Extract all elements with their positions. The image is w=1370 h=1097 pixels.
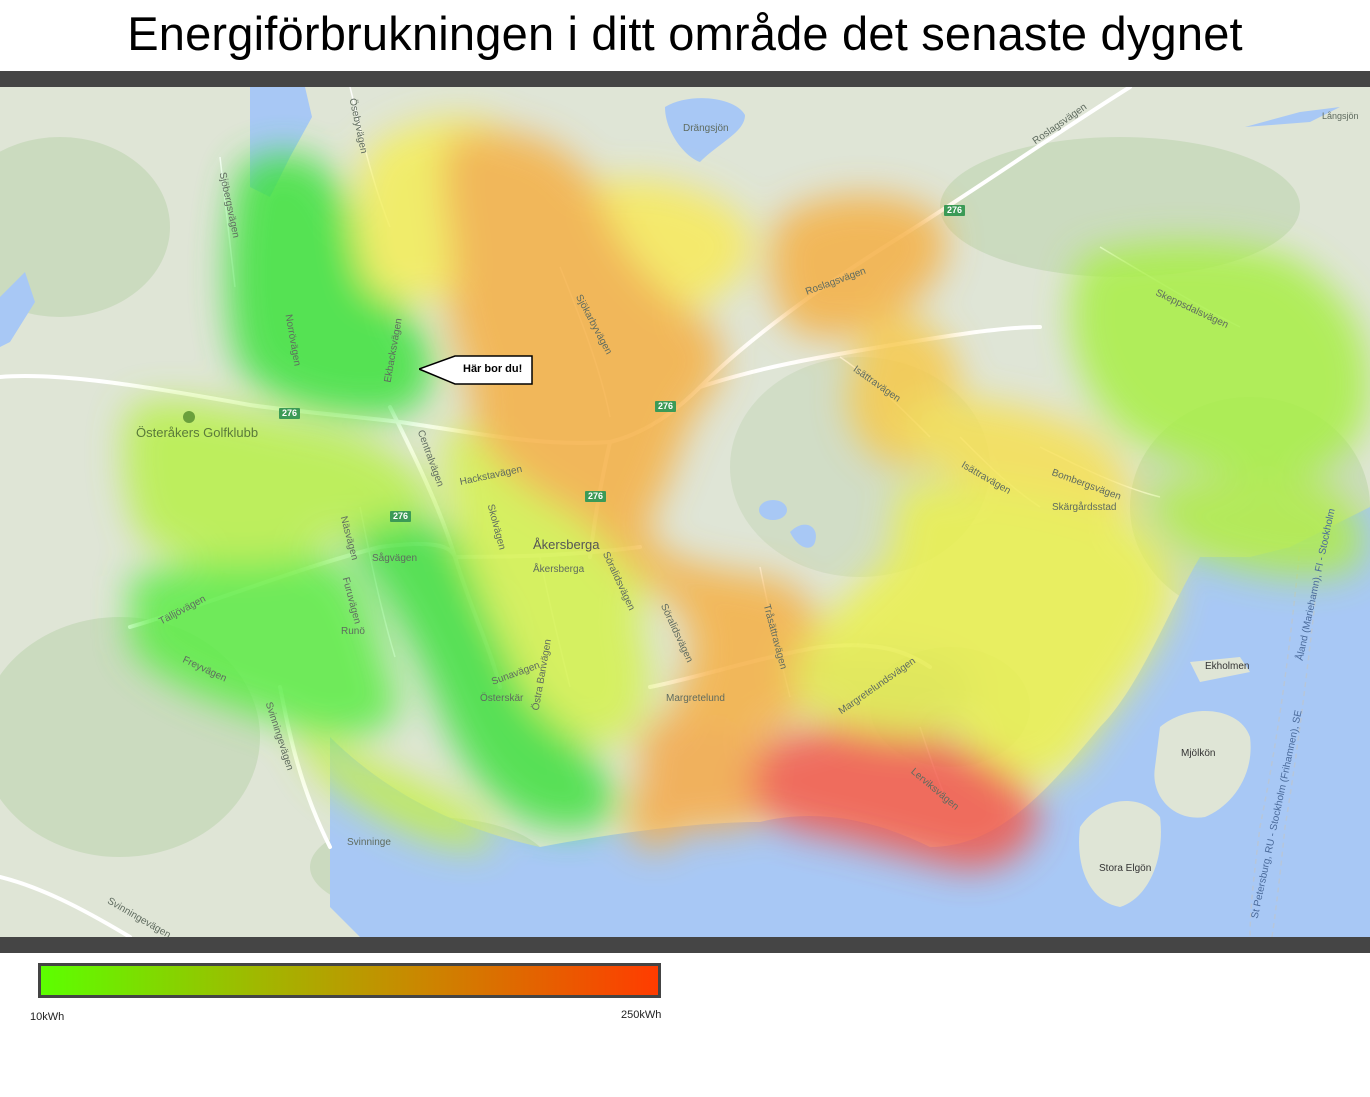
route-shield-276: 276 <box>944 205 966 216</box>
heatmap-layer <box>123 117 1370 870</box>
map-label-runo: Runö <box>341 626 365 637</box>
route-shield-276: 276 <box>655 401 677 412</box>
map-label-margretelund: Margretelund <box>666 693 725 704</box>
map-label-stora-elgon: Stora Elgön <box>1099 863 1152 874</box>
map-label-akersberga-small: Åkersberga <box>533 564 585 575</box>
map-label-akersberga: Åkersberga <box>533 537 600 552</box>
callout-shape <box>419 355 533 385</box>
road-label-sagvagen: Sågvägen <box>372 553 418 564</box>
page-title: Energiförbrukningen i ditt område det se… <box>127 7 1243 60</box>
route-shield-276: 276 <box>279 408 301 419</box>
legend-max-label: 250kWh <box>621 1009 662 1021</box>
callout-text: Här bor du! <box>463 363 523 375</box>
legend-gradient-bar <box>38 963 661 998</box>
legend-min-label: 10kWh <box>30 1011 65 1023</box>
heatmap-map[interactable]: Drängsjön Österåkers Golfklubb Åkersberg… <box>0 87 1370 937</box>
map-label-langsjon: Långsjön <box>1322 111 1359 121</box>
map-frame-top <box>0 71 1370 87</box>
route-shield-276: 276 <box>390 511 412 522</box>
map-label-ekholmen: Ekholmen <box>1205 661 1250 672</box>
map-label-osterskar: Österskär <box>480 693 524 704</box>
map-base <box>0 87 1370 937</box>
map-label-dragsjon: Drängsjön <box>683 123 729 134</box>
map-label-skargardsstad: Skärgårdsstad <box>1052 502 1117 513</box>
route-shield-276: 276 <box>585 491 607 502</box>
map-label-golfklubb: Österåkers Golfklubb <box>136 425 259 440</box>
map-frame-bottom <box>0 937 1370 953</box>
home-callout[interactable]: Här bor du! <box>419 355 533 385</box>
map-label-svinninge: Svinninge <box>347 837 391 848</box>
golf-icon <box>183 411 195 423</box>
map-label-mjolkon: Mjölkön <box>1181 748 1216 759</box>
